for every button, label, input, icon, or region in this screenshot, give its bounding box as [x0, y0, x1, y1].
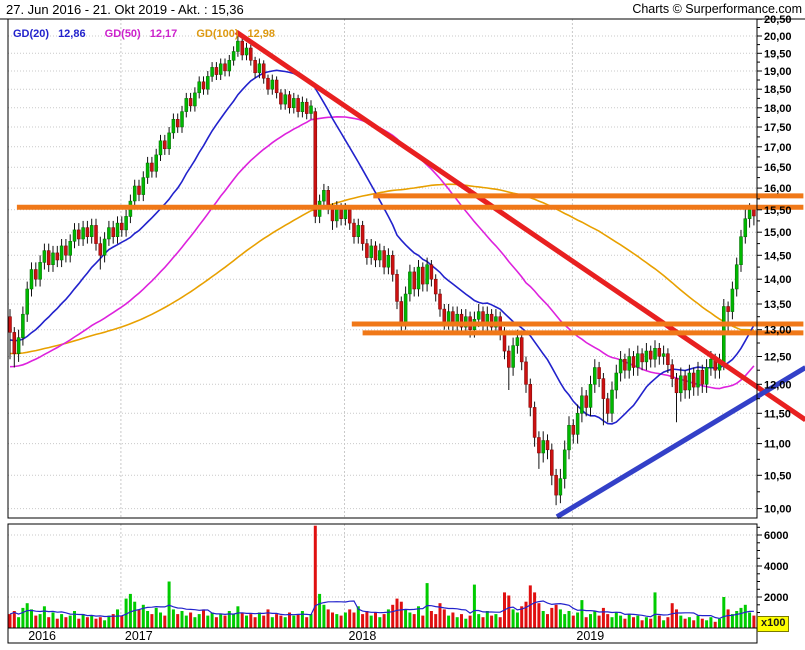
svg-text:20,50: 20,50: [764, 14, 792, 26]
svg-text:6000: 6000: [764, 530, 788, 542]
svg-text:15,00: 15,00: [764, 227, 792, 239]
volume-ma-line: [9, 600, 754, 620]
svg-text:12,00: 12,00: [764, 379, 792, 391]
svg-text:11,50: 11,50: [764, 408, 791, 420]
svg-text:14,00: 14,00: [764, 274, 792, 286]
volume-unit-badge: x100: [757, 616, 790, 632]
svg-text:13,50: 13,50: [764, 299, 792, 311]
svg-text:15,50: 15,50: [764, 205, 792, 217]
volume-bars: [8, 525, 756, 628]
gd50-line: [9, 115, 755, 390]
gd20-label: GD(20): [13, 28, 50, 40]
support-resistance-bands: [16, 193, 804, 336]
gd100-line: [10, 183, 754, 355]
moving-average-legend: GD(20) 12,86 GD(50) 12,17 GD(100) 12,98: [13, 28, 291, 40]
legend-item-gd50: GD(50) 12,17: [105, 28, 178, 40]
svg-text:17,50: 17,50: [764, 122, 792, 134]
gd50-label: GD(50): [104, 28, 141, 40]
candlestick-series: [8, 36, 756, 506]
svg-text:10,00: 10,00: [764, 504, 792, 516]
svg-text:16,50: 16,50: [764, 162, 792, 174]
legend-item-gd100: GD(100) 12,98: [196, 28, 275, 40]
svg-text:2019: 2019: [576, 629, 604, 643]
year-gridlines: [120, 19, 573, 628]
svg-text:16,00: 16,00: [764, 183, 792, 195]
svg-text:4000: 4000: [764, 561, 788, 573]
svg-text:2016: 2016: [28, 629, 56, 643]
svg-text:2018: 2018: [349, 629, 377, 643]
pane-borders: [0, 18, 805, 644]
svg-text:18,50: 18,50: [764, 84, 792, 96]
svg-text:2000: 2000: [764, 592, 788, 604]
gd100-label: GD(100): [196, 28, 239, 40]
price-axis-labels: 20,50 20,00 19,50 19,00 18,50 18,00 17,50 17,00…: [757, 14, 792, 516]
gd50-value: 12,17: [149, 28, 178, 40]
svg-text:14,50: 14,50: [764, 250, 792, 262]
year-labels: 2016 2017 2018 2019: [28, 629, 604, 643]
legend-item-gd20: GD(20) 12,86: [13, 28, 86, 40]
gd20-line: [9, 69, 755, 425]
svg-text:10,50: 10,50: [764, 470, 792, 482]
svg-text:11,00: 11,00: [764, 439, 791, 451]
downtrend-line: [234, 29, 805, 422]
brand-credit: Charts © Surperformance.com: [632, 2, 802, 16]
uptrend-line: [555, 365, 805, 519]
svg-text:2017: 2017: [125, 629, 153, 643]
svg-text:20,00: 20,00: [764, 31, 792, 43]
svg-text:13,00: 13,00: [764, 325, 792, 337]
gd20-value: 12,86: [58, 28, 86, 40]
price-gridlines: [8, 35, 757, 510]
chart-period-title: 27. Jun 2016 - 21. Okt 2019 - Akt. : 15,…: [6, 2, 244, 17]
volume-axis-labels: 2000 4000 6000: [757, 526, 788, 621]
svg-text:19,00: 19,00: [764, 66, 792, 78]
gd100-value: 12,98: [247, 28, 276, 40]
volume-gridlines: [8, 534, 757, 598]
svg-text:19,50: 19,50: [764, 48, 792, 60]
svg-text:17,00: 17,00: [764, 142, 792, 154]
svg-text:18,00: 18,00: [764, 103, 792, 115]
svg-text:12,50: 12,50: [764, 352, 792, 364]
